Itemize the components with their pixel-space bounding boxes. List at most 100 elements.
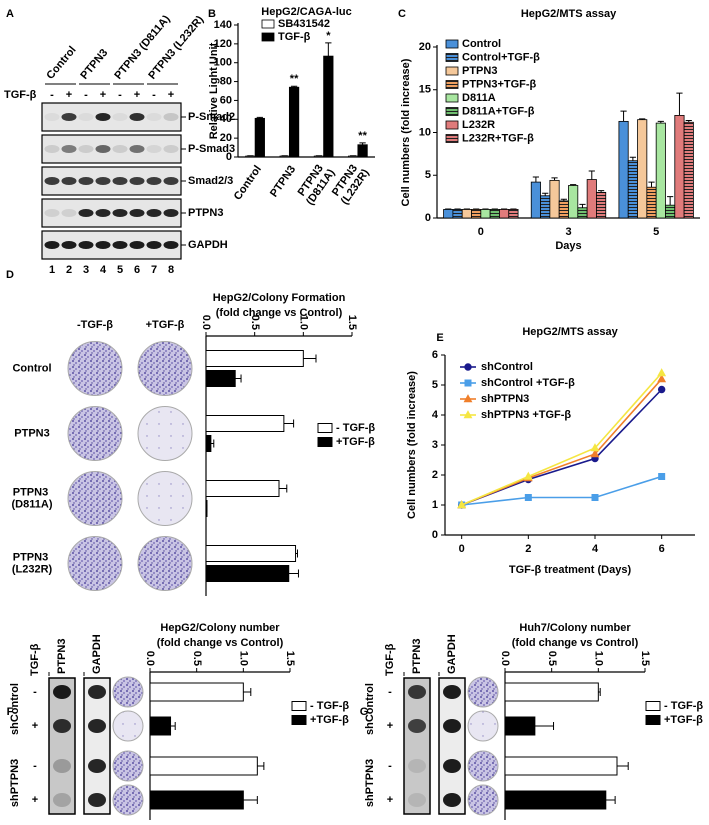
blot-band — [53, 719, 71, 733]
chart-subtitle: (fold change vs Control) — [512, 637, 639, 649]
bar — [577, 207, 588, 219]
blot-band — [44, 177, 60, 185]
y-tick-label: 3 — [432, 439, 438, 451]
treatment-label: TGF-β — [384, 643, 396, 676]
y-tick-label: 0 — [226, 151, 232, 163]
legend-swatch — [291, 715, 307, 725]
error-bar — [560, 198, 567, 201]
band-label: GAPDH — [188, 239, 228, 251]
error-bar — [597, 190, 605, 193]
x-tick-label: 0.5 — [249, 315, 261, 330]
legend-swatch — [445, 53, 459, 62]
chart-title: HepG2/MTS assay — [521, 8, 617, 20]
blot-band — [88, 685, 106, 699]
bar — [443, 209, 454, 219]
series-line — [461, 475, 662, 506]
legend-swatch — [445, 93, 459, 103]
bar — [646, 186, 657, 219]
y-tick-label: 80 — [220, 75, 232, 87]
colony-dish — [467, 750, 499, 782]
y-tick-label: 140 — [214, 19, 232, 31]
bar — [530, 181, 541, 219]
x-tick-label: 6 — [659, 543, 665, 555]
bar — [149, 716, 172, 736]
legend-label: TGF-β — [278, 31, 311, 43]
band-label: P-Smad3 — [188, 143, 235, 155]
blot-strip — [41, 198, 182, 228]
blot-band — [146, 241, 162, 249]
error-bar — [290, 85, 298, 88]
error-bar — [279, 484, 288, 493]
colony-dish — [67, 341, 123, 396]
treatment-label: TGF-β — [4, 89, 37, 101]
error-bar — [542, 192, 549, 196]
panel-label: D — [6, 269, 14, 281]
bar — [149, 756, 258, 776]
row-label: PTPN3 (L232R) — [12, 551, 53, 575]
treatment-sign: + — [100, 89, 106, 101]
bar — [627, 160, 638, 219]
y-tick-label: 15 — [419, 84, 431, 96]
error-bar — [170, 722, 176, 730]
blot-band — [112, 209, 128, 217]
x-tick-label: 2 — [525, 543, 531, 555]
line-marker — [657, 374, 667, 383]
blot-band — [95, 241, 111, 249]
y-tick-label: 60 — [220, 94, 232, 106]
x-axis-label: TGF-β treatment (Days) — [509, 564, 632, 576]
y-tick-label: 6 — [432, 349, 438, 361]
error-bar — [256, 116, 263, 119]
y-tick-label: 40 — [220, 113, 232, 125]
x-tick-label: PTPN3 — [268, 164, 298, 200]
bar — [586, 179, 597, 219]
bar — [665, 204, 676, 219]
text-line: PTPN3 — [13, 486, 52, 498]
error-bar — [235, 374, 242, 383]
blot-band — [78, 113, 94, 121]
colony-dish — [67, 471, 123, 526]
error-bar — [295, 549, 298, 558]
lane-number: 2 — [66, 264, 72, 276]
error-bar — [283, 419, 295, 428]
blot-band — [112, 177, 128, 185]
x-tick-label: 1.5 — [639, 651, 651, 666]
treatment-sign: + — [387, 720, 393, 732]
line-marker — [457, 500, 467, 509]
legend-label: shPTPN3 — [481, 393, 529, 405]
blot-band — [129, 113, 145, 121]
error-bar — [570, 184, 577, 186]
legend-swatch — [317, 423, 333, 433]
bar — [504, 790, 607, 810]
group-label: PTPN3 — [78, 47, 110, 82]
y-axis-label: Cell numbers (fold increase) — [406, 371, 418, 519]
line-marker — [524, 494, 532, 501]
y-axis-label: Relative Light Unit — [208, 42, 220, 139]
bar — [504, 756, 618, 776]
x-tick-label: Control — [232, 164, 264, 203]
colony-dish — [67, 406, 123, 461]
chart-title: HepG2/Colony Formation — [213, 292, 346, 304]
line-marker — [657, 385, 666, 394]
blot-band — [408, 793, 426, 807]
treatment-sign: + — [134, 89, 140, 101]
blot-band — [443, 793, 461, 807]
blot-band — [53, 685, 71, 699]
blot-band — [78, 177, 94, 185]
error-bar — [639, 118, 646, 120]
line-marker — [463, 410, 473, 419]
bar — [205, 435, 212, 452]
legend-label: SB431542 — [278, 18, 330, 30]
chart-title: HepG2/Colony number — [160, 622, 280, 634]
band-label: Smad2/3 — [188, 175, 233, 187]
error-bar — [685, 120, 692, 123]
legend-swatch — [261, 19, 275, 29]
legend-label: +TGF-β — [336, 436, 375, 448]
blot-band — [61, 177, 77, 185]
error-bar — [210, 439, 215, 448]
blot-band — [112, 145, 128, 153]
row-label: shControl — [364, 683, 376, 735]
treatment-sign: - — [152, 89, 156, 101]
bar — [508, 209, 519, 219]
blot-band — [163, 177, 179, 185]
legend-label: - TGF-β — [336, 422, 375, 434]
